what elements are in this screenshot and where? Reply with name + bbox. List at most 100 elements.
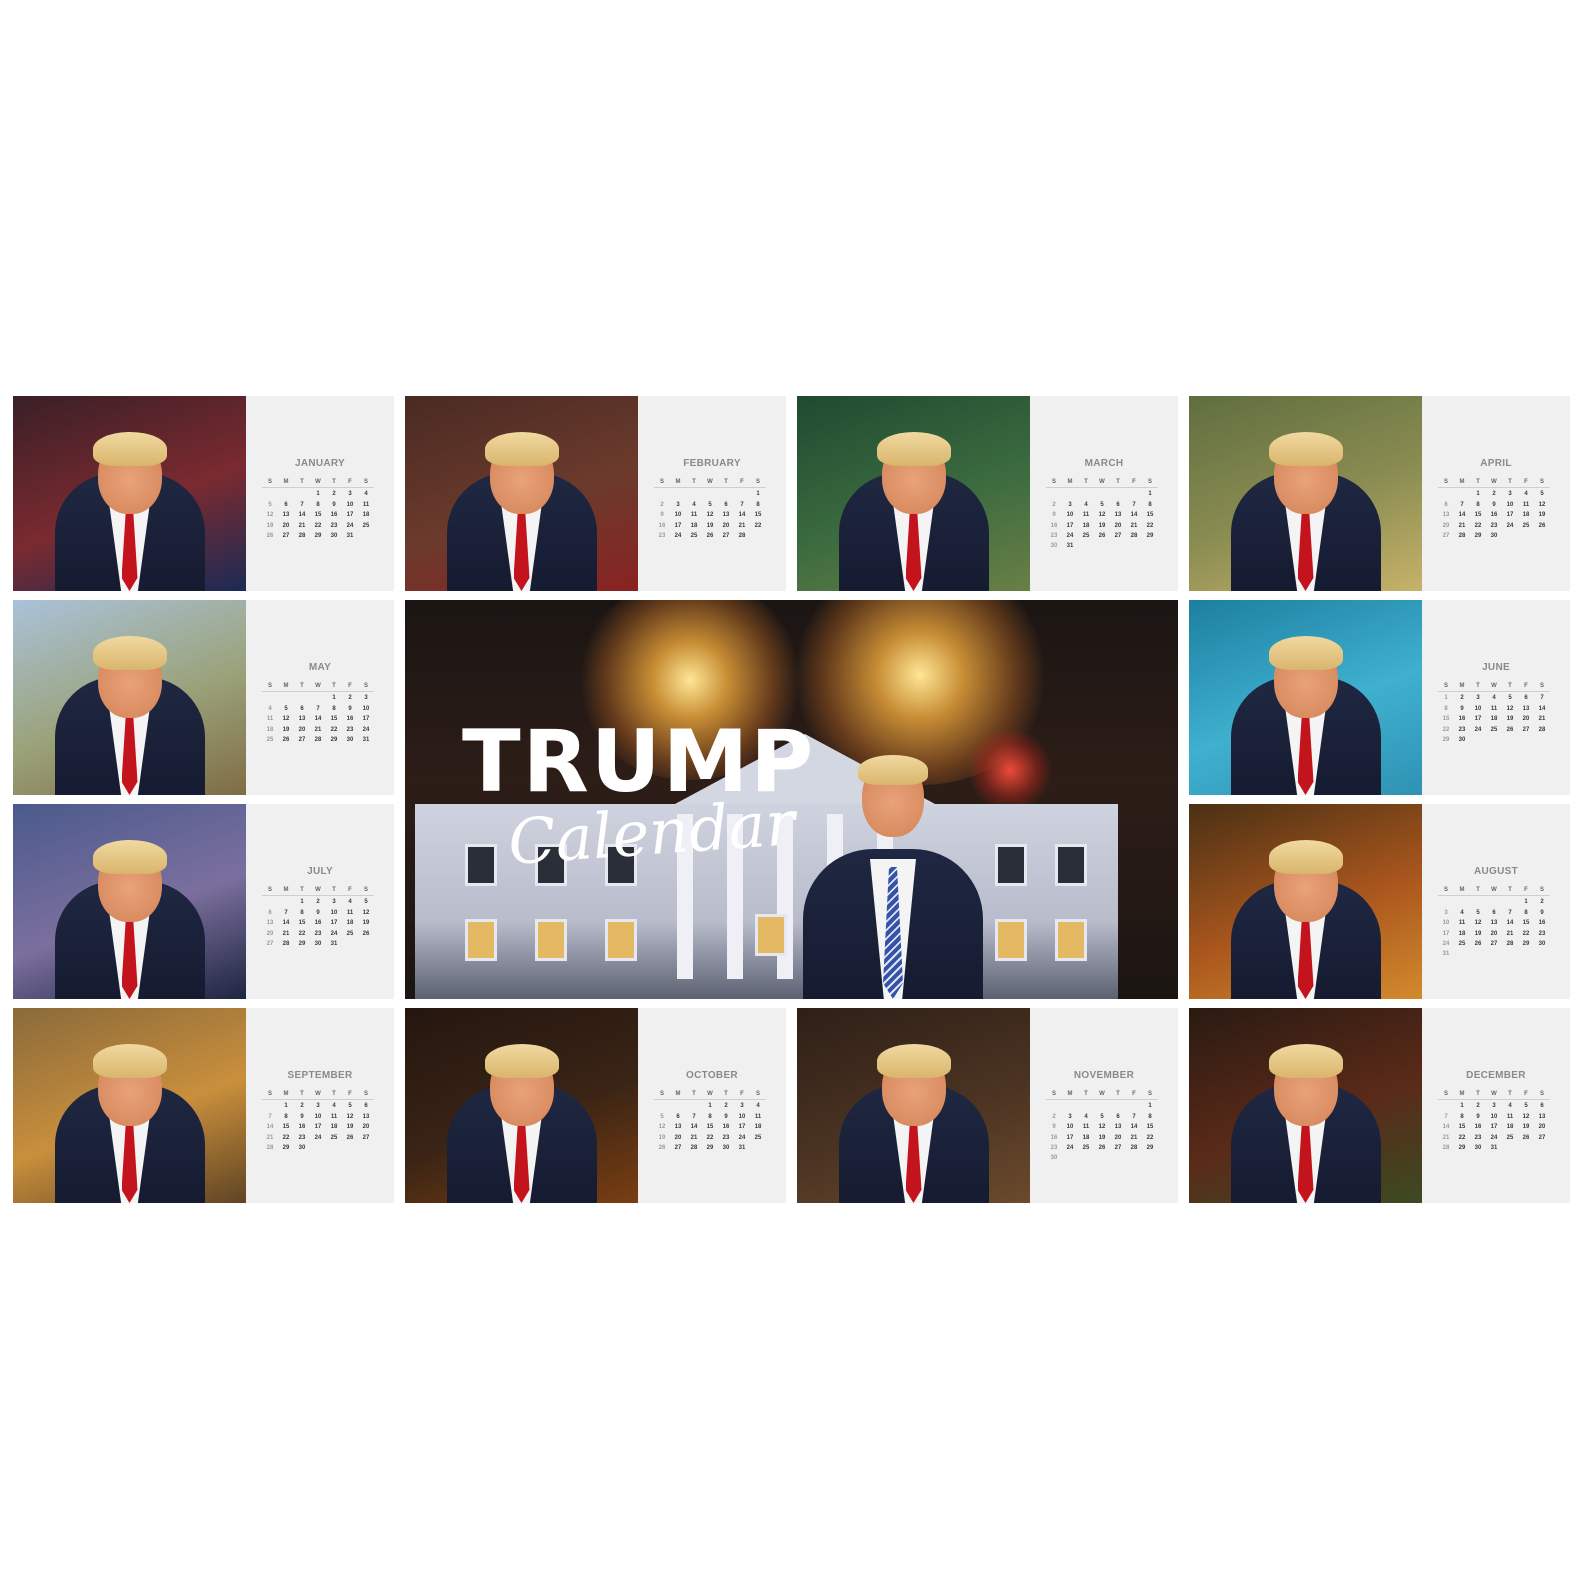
red-tie: [121, 707, 138, 795]
day-cell: 16: [1050, 1134, 1058, 1141]
day-cell: 19: [362, 920, 370, 927]
day-cell: 10: [738, 1113, 746, 1120]
day-cell: 11: [362, 501, 370, 508]
day-cell: 12: [266, 512, 274, 519]
day-cell: 29: [330, 736, 338, 743]
day-cell: 18: [1490, 716, 1498, 723]
weekday-header: F: [1518, 886, 1534, 897]
day-cell: 27: [266, 940, 274, 947]
day-blank: [1126, 1102, 1142, 1110]
day-cell: 24: [346, 522, 354, 529]
day-cell: 8: [1524, 909, 1528, 916]
hair: [876, 432, 951, 466]
weekday-header: S: [262, 886, 278, 897]
day-cell: 29: [1522, 940, 1530, 947]
day-cell: 5: [1476, 909, 1480, 916]
day-cell: 12: [1474, 920, 1482, 927]
day-cell: 17: [1442, 930, 1450, 937]
day-blank: [1046, 490, 1062, 498]
day-cell: 1: [756, 491, 760, 498]
day-cell: 2: [1052, 501, 1056, 508]
weekday-header: T: [1110, 478, 1126, 489]
month-photo-fireworks-july: [13, 804, 246, 999]
day-cell: 14: [1506, 920, 1514, 927]
day-cell: 9: [1540, 909, 1544, 916]
day-cell: 15: [1442, 716, 1450, 723]
day-cell: 18: [1082, 1134, 1090, 1141]
day-cell: 20: [266, 930, 274, 937]
day-cell: 20: [1114, 522, 1122, 529]
day-cell: 17: [346, 512, 354, 519]
day-cell: 11: [1458, 920, 1466, 927]
month-card-january: JANUARY S M T W T F S 1 2 3 4 5 6 7 8 9 10 11 12 13 14 15 16 17 1…: [13, 396, 394, 591]
month-photo-halloween-pumpkins: [405, 1008, 638, 1203]
day-cell: 7: [1540, 695, 1544, 702]
day-cell: 6: [364, 1103, 368, 1110]
day-cell: 12: [1506, 705, 1514, 712]
month-photo-valentine-hearts: [405, 396, 638, 591]
day-cell: 20: [298, 726, 306, 733]
day-cell: 3: [332, 899, 336, 906]
day-cell: 9: [1052, 512, 1056, 519]
day-cell: 17: [330, 920, 338, 927]
day-blank: [262, 898, 278, 906]
weekday-header: W: [702, 1090, 718, 1101]
red-tie: [905, 503, 922, 591]
day-cell: 3: [364, 695, 368, 702]
day-cell: 18: [754, 1124, 762, 1131]
month-photo-flower-field: [1189, 804, 1422, 999]
day-cell: 28: [1442, 1144, 1450, 1151]
day-cell: 30: [314, 940, 322, 947]
month-card-august: AUGUST S M T W T F S 1 2 3 4 5 6 7 8 9 10 11 12 13 14 15 16 17 18…: [1189, 804, 1570, 999]
day-cell: 21: [1506, 930, 1514, 937]
day-cell: 5: [660, 1113, 664, 1120]
day-cell: 30: [1050, 1155, 1058, 1162]
day-cell: 25: [1458, 940, 1466, 947]
hair: [92, 840, 167, 874]
day-cell: 30: [1050, 543, 1058, 550]
day-cell: 15: [298, 920, 306, 927]
month-card-june: JUNE S M T W T F S 1 2 3 4 5 6 7 8 9 10 11 12 13 14 15 16 17 18 19…: [1189, 600, 1570, 795]
day-cell: 6: [676, 1113, 680, 1120]
weekday-header: W: [1486, 682, 1502, 693]
month-name: JANUARY: [294, 458, 346, 469]
day-cell: 6: [1492, 909, 1496, 916]
day-blank: [294, 490, 310, 498]
weekday-header: F: [342, 682, 358, 693]
day-cell: 11: [754, 1113, 762, 1120]
day-cell: 9: [1492, 501, 1496, 508]
day-cell: 6: [300, 705, 304, 712]
day-cell: 6: [1116, 501, 1120, 508]
day-cell: 11: [1506, 1113, 1514, 1120]
day-cell: 7: [300, 501, 304, 508]
day-cell: 20: [722, 522, 730, 529]
weekday-header: T: [1470, 886, 1486, 897]
day-cell: 26: [1506, 726, 1514, 733]
day-cell: 14: [1130, 1124, 1138, 1131]
weekday-header: S: [1142, 1090, 1158, 1101]
day-cell: 12: [362, 909, 370, 916]
day-cell: 12: [1538, 501, 1546, 508]
day-cell: 19: [1098, 1134, 1106, 1141]
day-cell: 6: [268, 909, 272, 916]
day-cell: 17: [1066, 1134, 1074, 1141]
day-cell: 4: [1524, 491, 1528, 498]
day-cell: 21: [738, 522, 746, 529]
weekday-header: S: [654, 478, 670, 489]
day-cell: 27: [1522, 726, 1530, 733]
month-photo-autumn-trees: [13, 1008, 246, 1203]
day-cell: 24: [1474, 726, 1482, 733]
day-blank: [1438, 1102, 1454, 1110]
day-blank: [670, 490, 686, 498]
day-blank: [262, 490, 278, 498]
day-cell: 25: [346, 930, 354, 937]
month-photo-st-patricks-parade: [797, 396, 1030, 591]
weekday-header: S: [1046, 478, 1062, 489]
month-card-september: SEPTEMBER S M T W T F S 1 2 3 4 5 6 7 8 9 10 11 12 13 14 15 16 1…: [13, 1008, 394, 1203]
day-cell: 28: [1538, 726, 1546, 733]
day-cell: 19: [266, 522, 274, 529]
day-cell: 15: [330, 716, 338, 723]
month-name: FEBRUARY: [683, 458, 741, 469]
day-cell: 22: [1146, 522, 1154, 529]
day-cell: 25: [1522, 522, 1530, 529]
